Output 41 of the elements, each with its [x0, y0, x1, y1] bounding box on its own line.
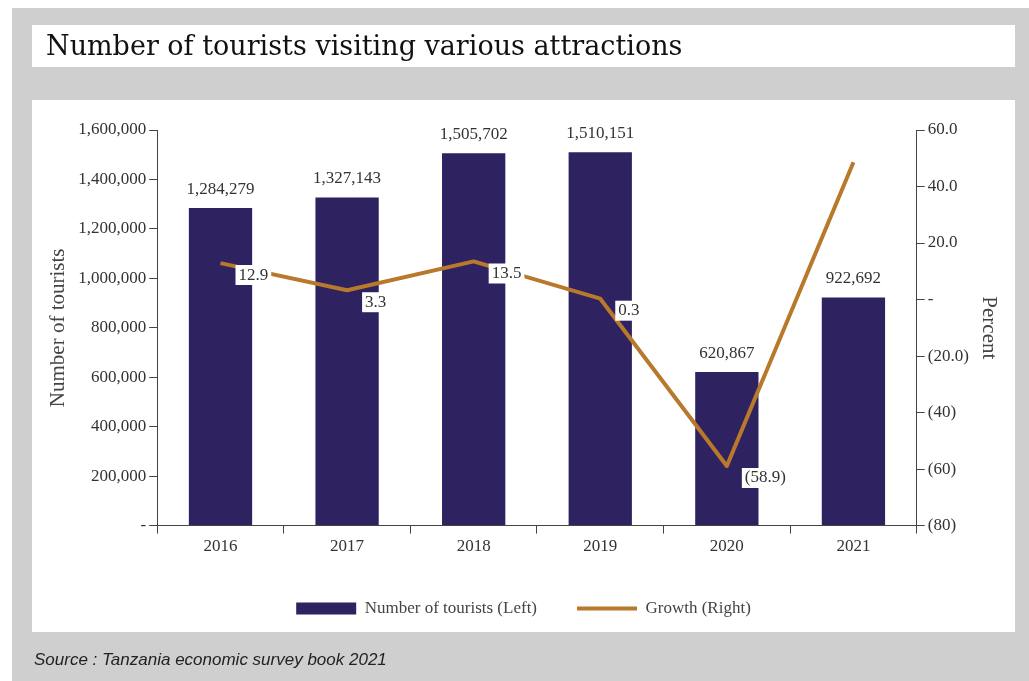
data-label: 1,505,702: [439, 124, 508, 144]
y-tick-label: 800,000: [90, 317, 147, 337]
y-tick-label: 1,000,000: [78, 267, 147, 287]
y2-tick-label: 40.0: [927, 175, 958, 195]
x-tick-label: 2018: [456, 536, 491, 556]
y-tick-label: -: [140, 515, 147, 535]
data-label: 1,510,151: [566, 123, 635, 143]
y2-tick-label: (60): [927, 458, 957, 478]
data-label: 1,284,279: [186, 179, 255, 199]
x-tick-label: 2016: [203, 536, 238, 556]
data-label: 0.3: [618, 300, 640, 320]
x-tick-label: 2020: [709, 536, 744, 556]
legend-label: Number of tourists (Left): [364, 597, 538, 617]
data-label: 13.5: [491, 262, 522, 282]
chart-title: Number of tourists visiting various attractions: [32, 25, 1015, 67]
y-tick-label: 1,600,000: [78, 119, 147, 139]
y-tick-label: 1,200,000: [78, 218, 147, 238]
y2-tick-label: -: [927, 289, 934, 309]
data-label: 3.3: [365, 291, 387, 311]
y-tick-label: 600,000: [90, 366, 147, 386]
data-label: 12.9: [238, 264, 269, 284]
y-tick-label: 1,400,000: [78, 168, 147, 188]
y2-tick-label: (80): [927, 515, 957, 535]
y-tick-label: 400,000: [90, 416, 147, 436]
y-tick-label: 200,000: [90, 465, 147, 485]
x-tick-label: 2019: [583, 536, 618, 556]
source-note: Source : Tanzania economic survey book 2021: [34, 650, 387, 670]
y2-axis-title: Percent: [977, 296, 1002, 360]
y2-tick-label: 20.0: [927, 232, 958, 252]
data-label: (58.9): [744, 467, 786, 487]
y2-tick-label: (20.0): [927, 345, 969, 365]
y2-tick-label: 60.0: [927, 119, 958, 139]
data-label: 1,327,143: [313, 168, 382, 188]
y-axis-title: Number of tourists: [45, 248, 70, 408]
x-tick-label: 2017: [330, 536, 365, 556]
x-tick-label: 2021: [836, 536, 871, 556]
legend-label: Growth (Right): [645, 597, 751, 617]
data-label: 620,867: [699, 343, 755, 363]
bar: [821, 297, 886, 526]
y2-tick-label: (40): [927, 402, 957, 422]
data-label: 922,692: [825, 268, 882, 288]
